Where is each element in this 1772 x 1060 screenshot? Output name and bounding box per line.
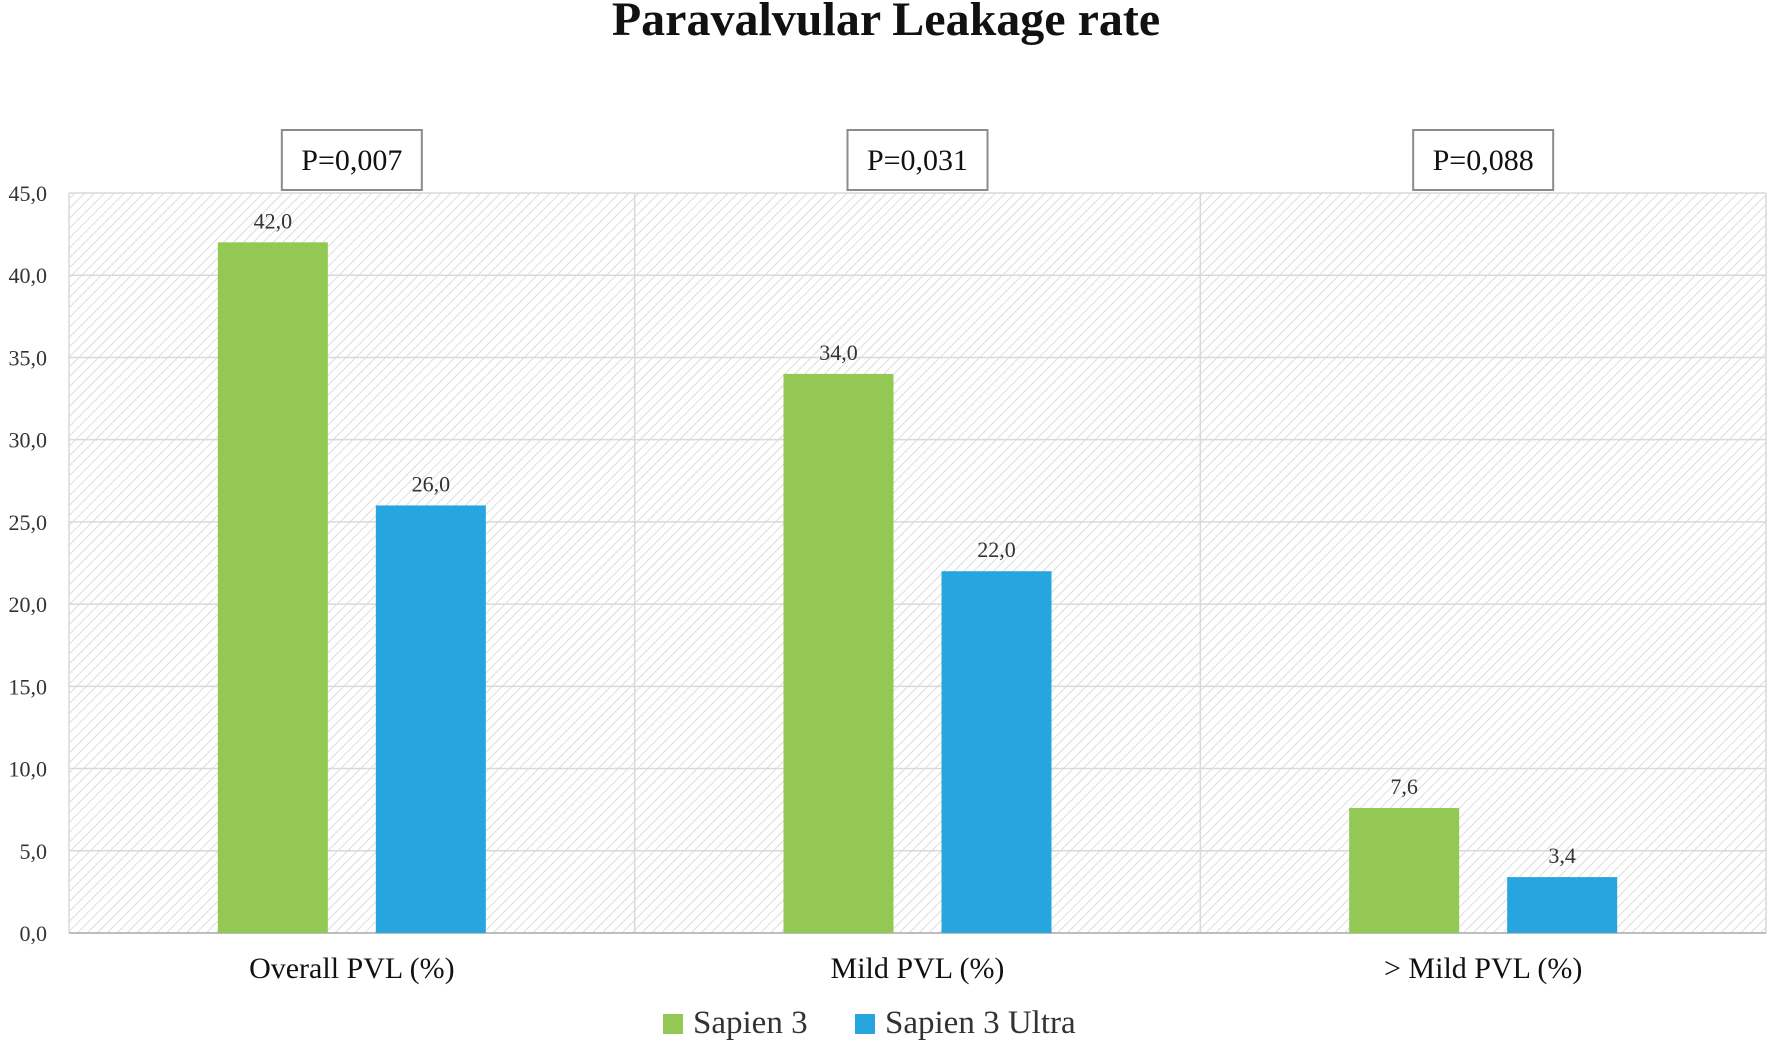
p-value-label: P=0,088 xyxy=(1433,144,1534,177)
x-tick-label: Overall PVL (%) xyxy=(249,952,455,985)
p-value-label: P=0,031 xyxy=(867,144,968,177)
bar xyxy=(217,242,328,934)
p-value-label: P=0,007 xyxy=(301,144,402,177)
y-tick-label: 5,0 xyxy=(20,839,48,864)
plot-area xyxy=(69,193,1766,933)
y-tick-label: 30,0 xyxy=(9,428,48,453)
legend-label: Sapien 3 xyxy=(693,1005,808,1041)
p-value-box xyxy=(280,129,423,191)
legend-swatch xyxy=(663,1014,683,1034)
legend-label: Sapien 3 Ultra xyxy=(885,1005,1076,1041)
data-label: 7,6 xyxy=(1390,774,1418,799)
p-value-box xyxy=(846,129,989,191)
y-tick-label: 35,0 xyxy=(9,345,48,370)
y-tick-label: 45,0 xyxy=(9,181,48,206)
data-label: 34,0 xyxy=(819,340,858,365)
bar xyxy=(1349,808,1460,933)
chart-title: Paravalvular Leakage rate xyxy=(612,0,1160,46)
bar xyxy=(941,571,1052,933)
x-tick-label: > Mild PVL (%) xyxy=(1384,952,1582,985)
y-tick-label: 15,0 xyxy=(9,674,48,699)
y-tick-label: 20,0 xyxy=(9,592,48,617)
y-tick-label: 25,0 xyxy=(9,510,48,535)
legend-swatch xyxy=(855,1014,875,1034)
x-tick-label: Mild PVL (%) xyxy=(831,952,1005,985)
bar xyxy=(783,373,894,933)
bar xyxy=(1507,877,1618,933)
y-tick-label: 10,0 xyxy=(9,757,48,782)
p-value-box xyxy=(1412,129,1555,191)
y-tick-label: 40,0 xyxy=(9,263,48,288)
y-tick-label: 0,0 xyxy=(20,921,48,946)
bar xyxy=(375,505,486,933)
data-label: 3,4 xyxy=(1548,843,1576,868)
data-label: 26,0 xyxy=(412,471,451,496)
data-label: 42,0 xyxy=(254,208,293,233)
data-label: 22,0 xyxy=(977,537,1016,562)
